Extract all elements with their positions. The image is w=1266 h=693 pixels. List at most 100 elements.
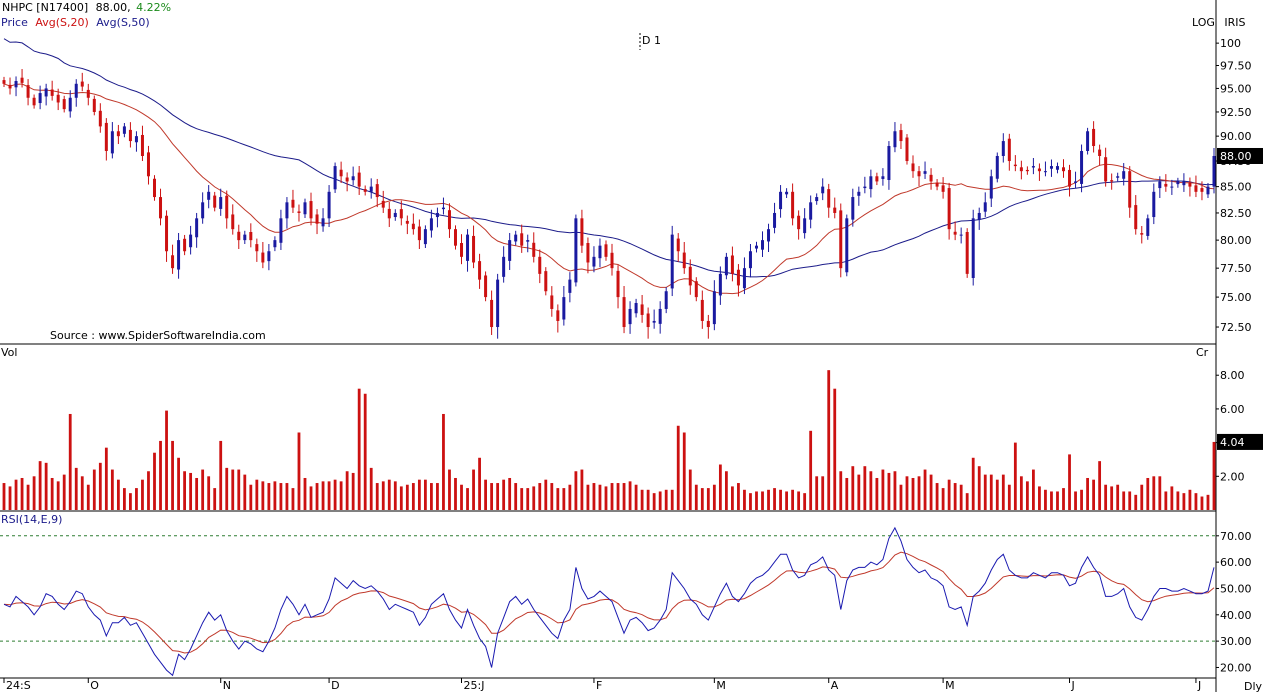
volume-bar [965,493,969,510]
candle-body [333,166,337,190]
candle-body [496,279,500,328]
volume-bar [676,425,680,510]
candle-body [881,176,885,179]
time-axis-label: 24:S [6,679,31,692]
candle-body [369,186,373,192]
volume-bar [1056,491,1059,510]
volume-bar [797,491,801,510]
price-candles [2,69,1216,339]
candle-body [68,97,72,112]
candle-body [1212,155,1216,187]
candle-body [315,214,319,224]
last-volume-box [1217,433,1263,450]
volume-bar [514,483,518,510]
volume-bar [92,469,96,510]
candle-body [1068,169,1072,187]
candle-body [80,81,84,87]
volume-bar [586,484,590,510]
volume-bar [1104,484,1108,510]
brand-label: IRIS [1224,16,1246,29]
volume-bar [664,489,668,510]
candle-body [345,177,349,182]
volume-bar [616,483,620,510]
log-scale-label[interactable]: LOG [1192,16,1215,29]
volume-bar [917,476,921,510]
volume-bar [526,488,530,510]
candle-body [26,85,30,98]
volume-bar [309,486,313,510]
candle-body [357,172,361,187]
volume-bar [1194,493,1198,510]
time-axis-label: F [596,679,602,692]
candle-body [411,223,415,230]
candle-body [1055,166,1059,170]
volume-bar [935,483,939,510]
candle-body [243,234,247,241]
volume-bar [706,488,710,510]
volume-bar [1038,486,1041,510]
volume-bar [393,481,397,510]
volume-bar [538,483,542,510]
volume-bar [911,477,915,510]
candle-body [1098,149,1102,156]
volume-bar [466,488,469,510]
volume-bar [189,472,193,510]
volume-bar [243,474,247,510]
candle-body [839,210,843,269]
volume-bar [423,479,427,510]
volume-bar [941,488,945,510]
volume-bar [484,479,487,510]
volume-bar [171,440,174,510]
volume-bar [68,413,72,510]
time-axis-label: N [223,679,231,692]
candle-body [887,146,891,180]
candle-body [183,238,187,252]
volume-bar [135,488,138,510]
volume-bar [141,479,144,510]
volume-bar [1092,479,1096,510]
candle-body [297,211,301,213]
volume-bar [1134,494,1138,510]
candle-body [399,209,403,219]
volume-bar [869,471,873,510]
volume-bar [1110,486,1114,510]
candle-body [730,255,734,274]
candle-body [785,191,789,195]
time-axis-label: 25:J [464,679,485,692]
candle-body [995,155,999,179]
candle-body [237,231,241,241]
volume-bar [821,476,825,510]
candle-body [1062,167,1066,172]
candle-body [646,313,650,328]
candle-body [165,215,169,252]
candle-body [514,234,518,242]
volume-bar [502,479,506,510]
volume-bar [977,466,981,510]
candle-body [98,110,102,127]
candle-body [478,261,482,280]
volume-bar [50,477,54,510]
volume-bar [116,479,120,510]
volume-bar [1164,491,1168,510]
candle-body [152,178,156,198]
volume-bar [183,471,186,510]
volume-bar [953,483,957,510]
volume-bar [556,488,560,510]
candle-body [381,200,385,208]
volume-bar [604,486,608,510]
candle-body [104,122,108,151]
volume-bar [905,476,909,510]
price-change: 4.22% [136,1,172,14]
volume-bar [1050,491,1053,510]
volume-bar [1182,493,1186,510]
candle-body [706,320,710,328]
volume-bar [658,491,662,510]
candle-body [773,212,777,228]
volume-bar [568,484,572,510]
candle-body [845,218,849,273]
price-axis-label: 95.00 [1220,82,1252,95]
candle-body [977,212,981,220]
volume-bar [297,432,301,510]
volume-bar [598,484,602,510]
volume-bar [520,488,524,510]
